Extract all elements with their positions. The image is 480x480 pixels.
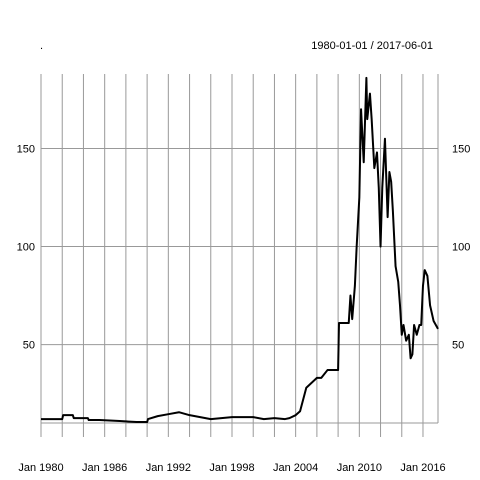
x-tick-label: Jan 1980 [18,462,63,474]
x-tick-label: Jan 2010 [337,462,382,474]
y-tick-label-left: 150 [17,144,35,156]
x-tick-label: Jan 2016 [400,462,445,474]
y-tick-label-left: 100 [17,242,35,254]
chart-title: . [40,40,43,52]
x-tick-label: Jan 1986 [82,462,127,474]
y-tick-label-right: 50 [452,340,464,352]
y-axis-right: 50 100 150 [452,144,470,352]
date-range-label: 1980-01-01 / 2017-06-01 [311,40,433,52]
y-axis-left: 50 100 150 [17,144,35,352]
y-tick-label-right: 100 [452,242,470,254]
series-line [41,78,438,422]
y-tick-label-right: 150 [452,144,470,156]
x-axis: Jan 1980 Jan 1986 Jan 1992 Jan 1998 Jan 2004… [18,423,445,474]
x-tick-label: Jan 1998 [209,462,254,474]
x-tick-label: Jan 1992 [146,462,191,474]
y-tick-label-left: 50 [23,340,35,352]
x-tick-label: Jan 2004 [273,462,318,474]
grid-lines [41,74,438,423]
